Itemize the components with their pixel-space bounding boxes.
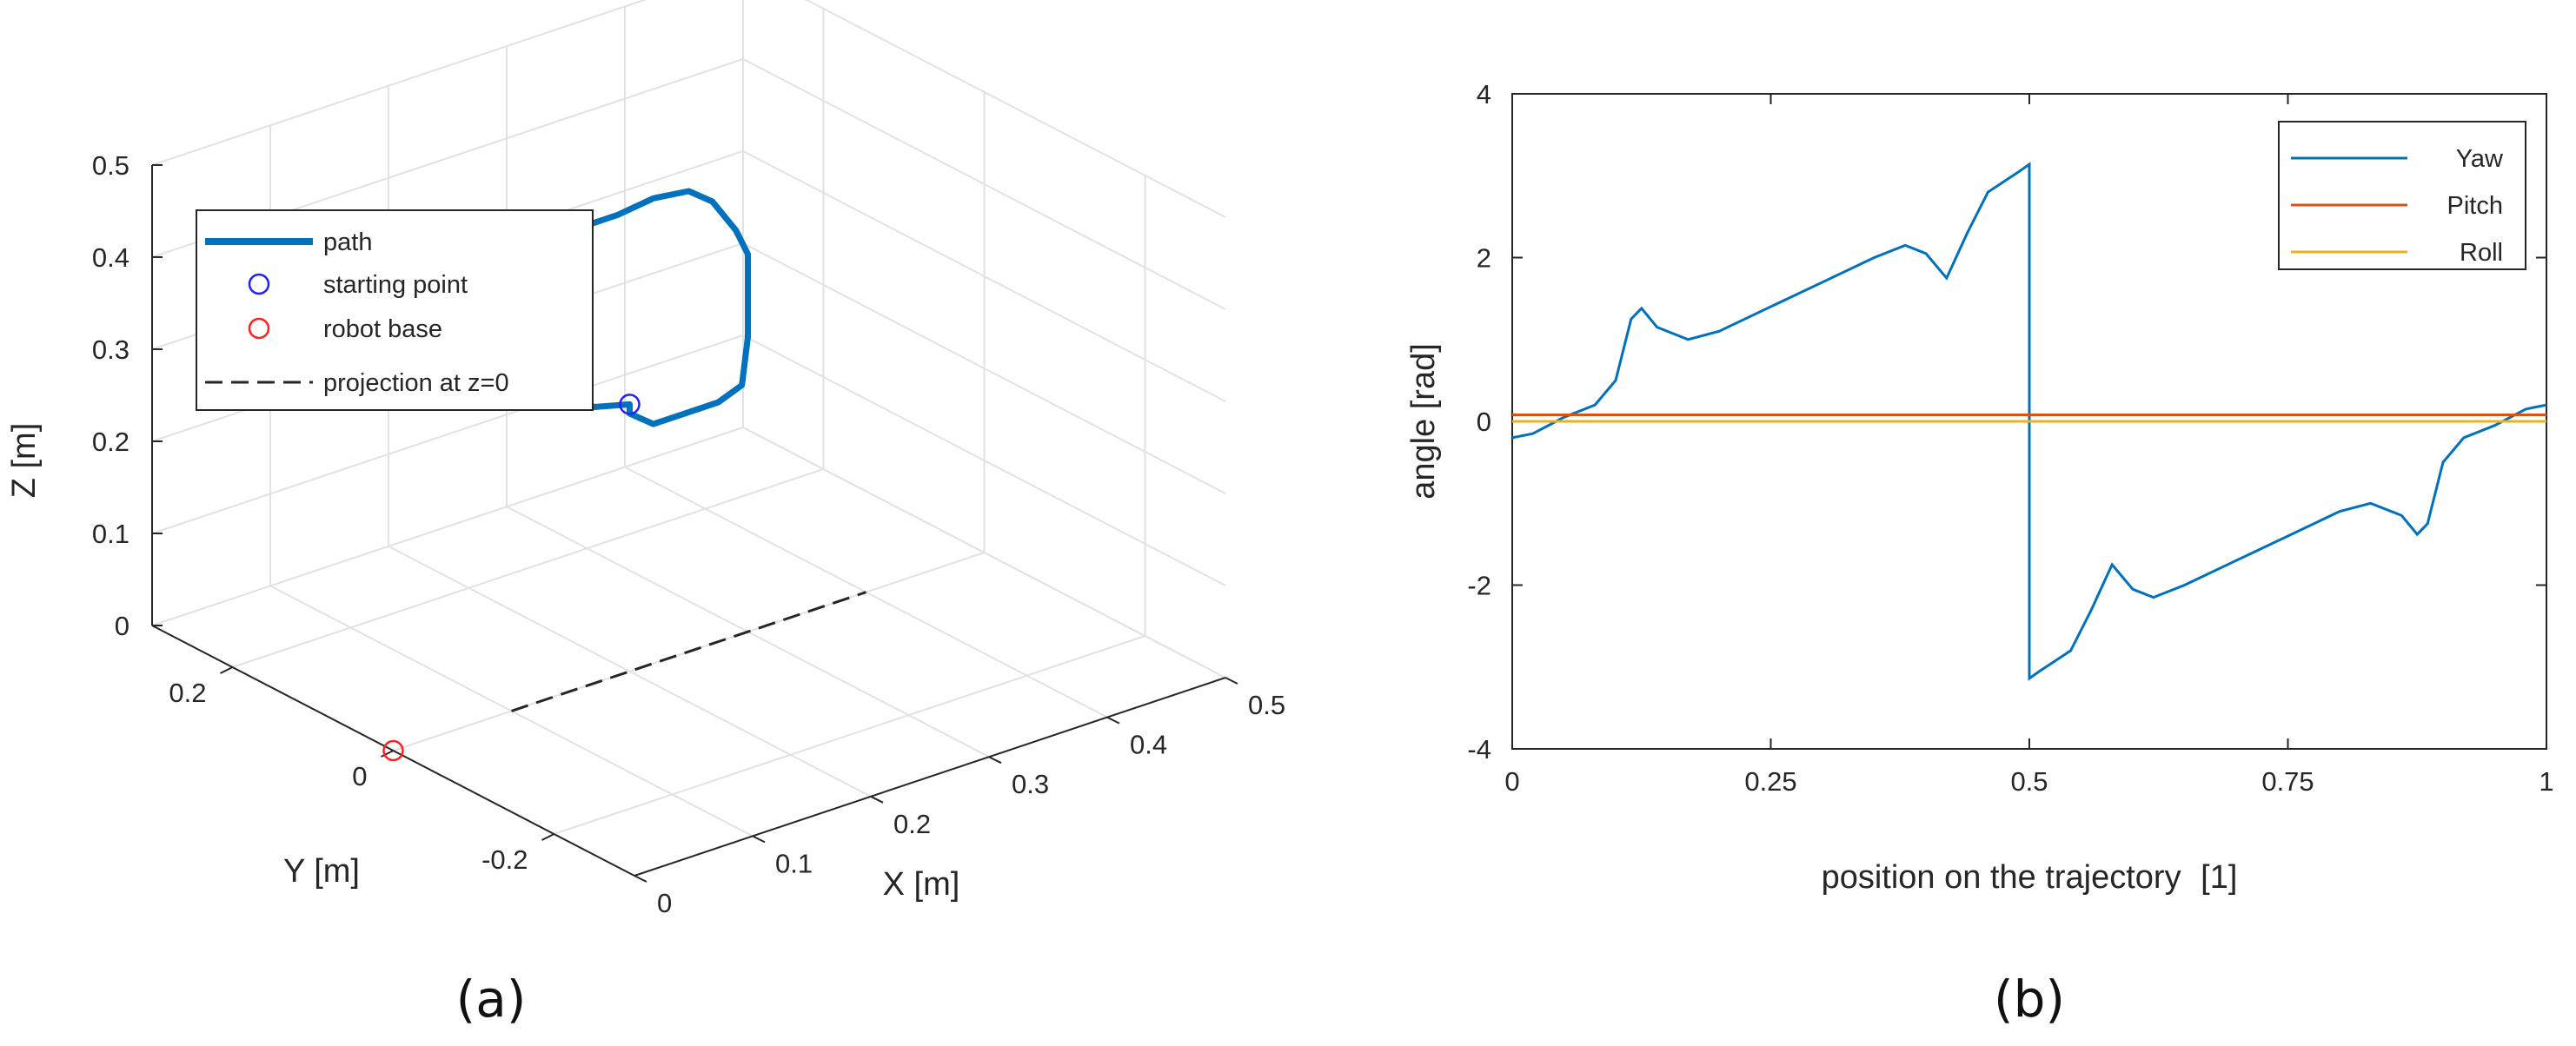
legend-pitch-label: Pitch <box>2447 192 2503 220</box>
panel-a-legend: path starting point robot base projectio… <box>196 209 594 411</box>
a-grid-sidewall-z-3 <box>742 150 1226 402</box>
legend-path-label: path <box>323 228 372 256</box>
a-xtick-label-4: 0.4 <box>1130 730 1167 760</box>
caption-b: (b) <box>1994 970 2065 1029</box>
b-xtick-label-3: 0.75 <box>2261 766 2314 797</box>
b-ytick-label-3: 2 <box>1477 243 1491 274</box>
a-robot-base-marker <box>382 739 404 762</box>
legend-roll-label: Roll <box>2460 239 2503 267</box>
caption-a: (a) <box>456 970 527 1029</box>
panel-a-grid <box>151 0 1226 877</box>
a-starting-point-marker <box>619 394 641 415</box>
a-ytick-label-0: 0.2 <box>169 678 206 708</box>
a-ytick-label-2: -0.2 <box>481 844 528 875</box>
b-xtick-label-4: 1 <box>2539 766 2553 797</box>
a-xtick-mark-1 <box>752 835 766 844</box>
a-ztick-label-3: 0.3 <box>92 334 129 365</box>
a-xtick-mark-4 <box>1106 716 1120 725</box>
b-xtick-label-1: 0.25 <box>1744 766 1796 797</box>
a-xtick-mark-3 <box>988 756 1002 765</box>
a-xtick-mark-5 <box>1225 677 1238 685</box>
a-xtick-mark-0 <box>634 875 647 883</box>
a-ztick-label-0: 0 <box>115 611 129 641</box>
a-ytick-mark-0 <box>220 666 233 674</box>
b-xtick-label-0: 0 <box>1504 766 1519 797</box>
a-ytick-label-1: 0 <box>352 761 367 791</box>
panel-b-legend: Yaw Pitch Roll <box>2278 121 2526 270</box>
a-ytick-mark-2 <box>541 833 554 841</box>
a-ztick-label-5: 0.5 <box>92 150 129 181</box>
b-ytick-label-2: 0 <box>1477 407 1491 437</box>
a-xtick-mark-2 <box>870 795 884 804</box>
a-grid-floor-y-2 <box>232 468 824 668</box>
panel-b-angle-plot: 0 0.25 0.5 0.75 1 -4 -2 0 2 4 angle [rad] positio… <box>1405 79 2554 896</box>
panel-b-ticks: 0 0.25 0.5 0.75 1 -4 -2 0 2 4 <box>1467 79 2553 797</box>
a-ztick-label-2: 0.2 <box>92 427 129 457</box>
a-xtick-label-5: 0.5 <box>1248 690 1285 720</box>
legend-yaw-label: Yaw <box>2456 145 2504 173</box>
panel-b-xlabel-unit: [1] <box>2201 859 2237 896</box>
legend-projection-label: projection at z=0 <box>323 369 509 397</box>
panel-a-3d-path-plot: 0 0.1 0.2 0.3 0.4 0.5 0.2 0 -0.2 0 0.1 0.2 0.3 0.4 0.5… <box>6 0 1285 918</box>
legend-starting-point-marker <box>248 273 270 295</box>
panel-b-legend-box <box>2278 121 2526 270</box>
a-grid-backwall-z-0 <box>151 427 744 626</box>
a-xtick-label-3: 0.3 <box>1012 769 1049 799</box>
a-xtick-label-1: 0.1 <box>775 848 813 878</box>
a-ytick-mark-1 <box>381 750 394 758</box>
legend-robot-base-marker <box>248 317 270 340</box>
panel-a-xlabel: X [m] <box>883 866 960 903</box>
a-grid-floor-y-0 <box>554 635 1145 835</box>
panel-a-ylabel: Y [m] <box>283 853 360 890</box>
a-grid-backwall-z-5 <box>151 0 647 166</box>
a-xtick-label-0: 0 <box>657 888 672 918</box>
b-ytick-label-0: -4 <box>1467 734 1491 765</box>
a-grid-sidewall-z-5 <box>805 0 1226 218</box>
a-ztick-label-4: 0.4 <box>92 242 129 273</box>
b-ytick-label-4: 4 <box>1477 79 1491 109</box>
a-grid-backwall-z-1 <box>151 334 744 534</box>
a-grid-sidewall-z-2 <box>742 242 1226 494</box>
a-projection-line <box>511 591 866 712</box>
legend-robot-base-label: robot base <box>323 315 442 343</box>
legend-starting-point-label: starting point <box>323 271 468 299</box>
panel-a-tick-labels: 0 0.1 0.2 0.3 0.4 0.5 0.2 0 -0.2 0 0.1 0.2 0.3 0.4 0.5 <box>92 150 1285 918</box>
panel-b-xlabel: position on the trajectory [1] <box>1822 859 2238 896</box>
a-xtick-label-2: 0.2 <box>893 809 931 839</box>
a-grid-sidewall-z-0 <box>742 427 1226 679</box>
b-xtick-label-2: 0.5 <box>2010 766 2048 797</box>
panel-a-zlabel: Z [m] <box>6 423 43 499</box>
b-ytick-label-1: -2 <box>1467 571 1491 601</box>
a-x-axis-line <box>634 677 1226 877</box>
a-ztick-label-1: 0.1 <box>92 519 129 549</box>
a-grid-sidewall-z-1 <box>742 334 1226 586</box>
panel-b-series <box>1511 162 2547 681</box>
panel-b-xlabel-text: position on the trajectory <box>1822 859 2181 896</box>
panel-b-ylabel: angle [rad] <box>1405 343 1442 500</box>
a-grid-sidewall-z-4 <box>742 58 1226 310</box>
